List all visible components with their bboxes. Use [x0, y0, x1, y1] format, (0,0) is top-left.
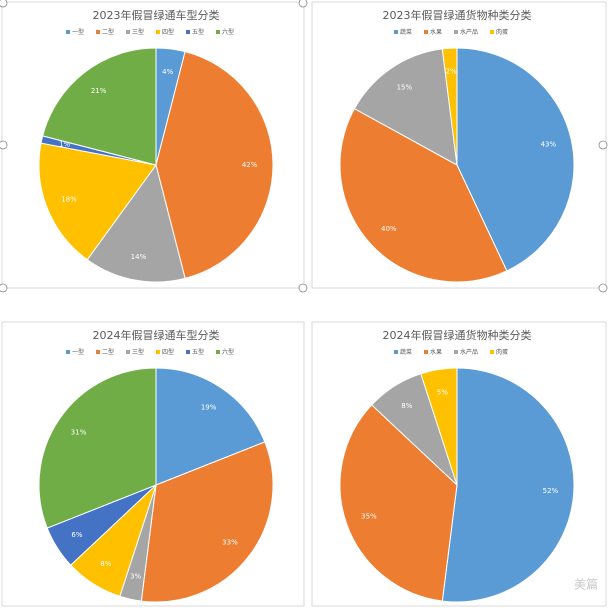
data-label: 31% [71, 428, 87, 436]
legend-swatch [126, 30, 130, 34]
pie-slice [38, 367, 157, 529]
legend-swatch [156, 30, 160, 34]
watermark: 美篇 [574, 577, 598, 592]
legend-label: 一型 [72, 28, 84, 36]
data-label: 33% [222, 538, 238, 546]
legend-label: 水果 [430, 348, 442, 356]
panel-frame [1, 321, 305, 607]
legend-label: 三型 [132, 348, 144, 356]
legend-label: 水果 [430, 28, 442, 36]
handle [0, 140, 8, 150]
data-label: 8% [401, 402, 412, 410]
pie-slice [339, 107, 508, 283]
legend-label: 四型 [162, 28, 174, 36]
legend-label: 一型 [72, 348, 84, 356]
legend-swatch [96, 350, 100, 354]
data-label: 4% [162, 68, 173, 76]
pie-slice [86, 163, 186, 283]
legend-label: 六型 [222, 348, 234, 356]
legend-swatch [490, 350, 494, 354]
pie-slice [140, 441, 274, 603]
legend-label: 三型 [132, 28, 144, 36]
pie-slice [38, 142, 157, 261]
data-label: 52% [543, 487, 559, 495]
legend-swatch [66, 30, 70, 34]
legend-swatch [66, 350, 70, 354]
panel-frame [311, 321, 607, 607]
data-label: 42% [242, 161, 258, 169]
data-label: 15% [397, 84, 413, 92]
data-label: 1% [59, 141, 70, 149]
data-label: 3% [130, 572, 141, 580]
data-label: 5% [437, 389, 448, 397]
handle [298, 283, 308, 293]
data-label: 2% [446, 68, 457, 76]
legend-label: 水产品 [460, 348, 478, 356]
legend-swatch [490, 30, 494, 34]
legend-label: 蔬菜 [400, 348, 412, 356]
legend-swatch [394, 30, 398, 34]
legend-swatch [156, 350, 160, 354]
legend-label: 五型 [192, 348, 204, 356]
legend-swatch [126, 350, 130, 354]
pie-slice [456, 47, 575, 272]
data-label: 18% [61, 195, 77, 203]
pie-slice [339, 404, 458, 602]
legend-label: 二型 [102, 348, 114, 356]
legend-label: 水产品 [460, 28, 478, 36]
legend-label: 蔬菜 [400, 28, 412, 36]
legend-swatch [454, 350, 458, 354]
pie-slice [441, 47, 458, 166]
data-label: 40% [381, 225, 397, 233]
legend-swatch [424, 350, 428, 354]
legend-swatch [424, 30, 428, 34]
legend-label: 二型 [102, 28, 114, 36]
pie-slice [353, 48, 458, 166]
handle [598, 283, 608, 293]
pie-slice [155, 51, 274, 279]
data-label: 21% [91, 87, 107, 95]
chart-title: 2024年假冒绿通车型分类 [93, 328, 220, 342]
legend-label: 六型 [222, 28, 234, 36]
data-label: 35% [361, 513, 377, 521]
legend-swatch [186, 350, 190, 354]
data-label: 14% [131, 253, 147, 261]
data-label: 43% [541, 141, 557, 149]
legend-label: 五型 [192, 28, 204, 36]
chart-title: 2023年假冒绿通货物种类分类 [383, 8, 532, 22]
pie-slice [420, 367, 458, 486]
pie-slice [441, 367, 575, 603]
handle [598, 140, 608, 150]
handle [0, 0, 8, 8]
legend-swatch [96, 30, 100, 34]
handle [0, 283, 8, 293]
chart-title: 2023年假冒绿通车型分类 [93, 8, 220, 22]
data-label: 6% [71, 531, 82, 539]
legend-label: 肉蛋 [496, 348, 508, 356]
legend-swatch [186, 30, 190, 34]
pie-slice [42, 47, 157, 166]
handle [298, 0, 308, 8]
legend-swatch [216, 30, 220, 34]
legend-swatch [454, 30, 458, 34]
chart-title: 2024年假冒绿通货物种类分类 [383, 328, 532, 342]
legend-label: 四型 [162, 348, 174, 356]
legend-swatch [216, 350, 220, 354]
data-label: 19% [201, 404, 217, 412]
data-label: 8% [100, 560, 111, 568]
legend-swatch [394, 350, 398, 354]
pie-slice [155, 367, 266, 486]
legend-label: 肉蛋 [496, 28, 508, 36]
